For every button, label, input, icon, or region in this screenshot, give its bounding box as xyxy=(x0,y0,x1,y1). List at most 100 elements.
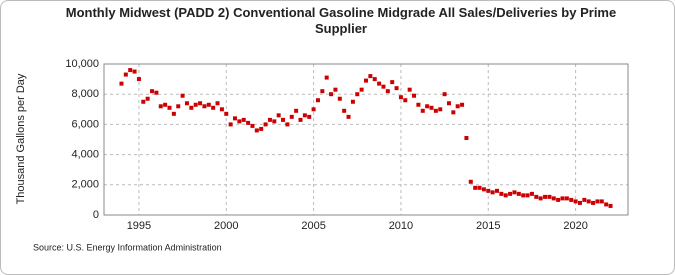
point xyxy=(591,200,596,205)
point xyxy=(499,191,504,196)
point xyxy=(176,104,181,109)
y-tick-label: 2,000 xyxy=(71,179,99,191)
y-tick-label: 10,000 xyxy=(65,58,99,70)
point xyxy=(455,104,460,109)
point xyxy=(141,99,146,104)
point xyxy=(394,86,399,91)
y-tick-label: 0 xyxy=(93,209,99,221)
point xyxy=(473,185,478,190)
point xyxy=(211,105,216,110)
point xyxy=(534,194,539,199)
point xyxy=(599,199,604,204)
point xyxy=(407,87,412,92)
point xyxy=(206,102,211,107)
point xyxy=(228,122,233,127)
x-tick-label: 2005 xyxy=(301,220,325,232)
x-tick-label: 2020 xyxy=(563,220,587,232)
point xyxy=(346,114,351,119)
point xyxy=(412,93,417,98)
point xyxy=(577,200,582,205)
point xyxy=(543,194,548,199)
point xyxy=(468,179,473,184)
point xyxy=(490,190,495,195)
point xyxy=(250,123,255,128)
point xyxy=(564,196,569,201)
point xyxy=(525,193,530,198)
point xyxy=(272,119,277,124)
point xyxy=(368,74,373,79)
y-axis-label: Thousand Gallons per Day xyxy=(15,73,27,204)
point xyxy=(460,102,465,107)
point xyxy=(573,199,578,204)
point xyxy=(184,101,189,106)
point xyxy=(604,202,609,207)
point xyxy=(289,114,294,119)
point xyxy=(442,92,447,97)
point xyxy=(337,96,342,101)
point xyxy=(167,105,172,110)
point xyxy=(219,107,224,112)
point xyxy=(446,101,451,106)
point xyxy=(420,108,425,113)
point xyxy=(403,98,408,103)
x-tick-label: 2015 xyxy=(476,220,500,232)
point xyxy=(320,89,325,94)
point xyxy=(267,117,272,122)
point xyxy=(307,114,312,119)
point xyxy=(551,196,556,201)
point xyxy=(302,113,307,118)
point xyxy=(586,199,591,204)
point xyxy=(464,135,469,140)
point xyxy=(364,78,368,83)
point xyxy=(171,111,176,116)
point xyxy=(145,96,150,101)
point xyxy=(241,117,246,122)
point xyxy=(372,77,377,82)
point xyxy=(315,98,320,103)
point xyxy=(180,93,185,98)
point xyxy=(529,191,534,196)
point xyxy=(189,105,194,110)
point xyxy=(136,77,141,82)
point xyxy=(276,113,281,118)
point xyxy=(416,102,421,107)
point xyxy=(569,197,574,202)
point xyxy=(355,92,360,97)
point xyxy=(154,90,159,95)
point xyxy=(233,116,237,121)
point xyxy=(521,193,526,198)
point xyxy=(158,104,163,109)
point xyxy=(198,101,203,106)
point xyxy=(123,72,128,77)
y-tick-label: 8,000 xyxy=(71,88,99,100)
point xyxy=(398,95,403,100)
point xyxy=(324,75,329,80)
point xyxy=(193,102,198,107)
point xyxy=(481,187,486,192)
point xyxy=(150,89,155,94)
point xyxy=(329,92,334,97)
point xyxy=(359,87,364,92)
x-tick-label: 2000 xyxy=(214,220,238,232)
y-tick-label: 6,000 xyxy=(71,118,99,130)
point xyxy=(381,84,386,89)
point xyxy=(516,191,521,196)
point xyxy=(451,110,456,115)
point xyxy=(163,102,168,107)
point xyxy=(377,81,382,86)
source-note: Source: U.S. Energy Information Administ… xyxy=(33,242,222,252)
point xyxy=(311,107,316,112)
point xyxy=(508,191,513,196)
point xyxy=(608,203,613,208)
point xyxy=(486,188,491,193)
point xyxy=(119,81,124,86)
point xyxy=(477,185,482,190)
point xyxy=(215,101,220,106)
point xyxy=(385,89,390,94)
point xyxy=(254,128,259,133)
point xyxy=(259,126,264,131)
point xyxy=(132,69,137,74)
point xyxy=(202,104,207,109)
point xyxy=(503,193,508,198)
